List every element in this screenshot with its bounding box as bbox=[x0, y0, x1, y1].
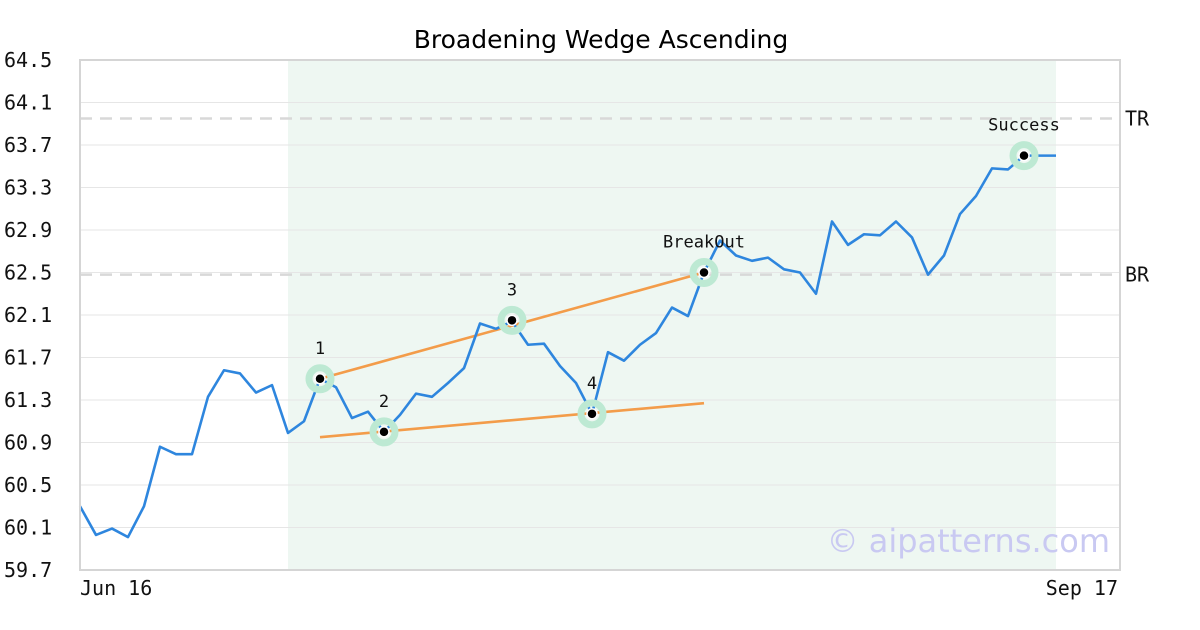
y-tick-label: 63.7 bbox=[4, 133, 52, 157]
plot-frame bbox=[79, 59, 1121, 571]
x-tick-end: Sep 17 bbox=[1046, 576, 1118, 600]
y-tick-label: 60.1 bbox=[4, 516, 52, 540]
y-tick-label: 64.5 bbox=[4, 48, 52, 72]
y-axis-ticks: 64.5 64.1 63.7 63.3 62.9 62.5 62.1 61.7 61.3 60.9… bbox=[4, 48, 52, 582]
level-lines: TR BR bbox=[80, 106, 1150, 287]
y-tick-label: 60.5 bbox=[4, 473, 52, 497]
point-halo bbox=[369, 417, 399, 447]
point-marker bbox=[378, 426, 390, 438]
y-tick-label: 62.9 bbox=[4, 218, 52, 242]
pattern-points: 1 2 3 4 BreakOut Success bbox=[305, 116, 1060, 447]
price-series-line bbox=[78, 154, 1056, 539]
y-tick-label: 61.3 bbox=[4, 388, 52, 412]
point-marker bbox=[506, 314, 518, 327]
point-marker bbox=[1018, 149, 1030, 162]
point-halo bbox=[497, 305, 527, 335]
y-tick-label: 63.3 bbox=[4, 176, 52, 200]
x-tick-start: Jun 16 bbox=[80, 576, 152, 600]
y-tick-label: 59.7 bbox=[4, 558, 52, 582]
point-halo bbox=[577, 399, 607, 429]
point-label: BreakOut bbox=[663, 233, 745, 253]
point-halo bbox=[689, 258, 719, 287]
y-tick-label: 61.7 bbox=[4, 346, 52, 370]
y-tick-label: 62.1 bbox=[4, 303, 52, 327]
point-marker bbox=[314, 373, 326, 385]
level-label: BR bbox=[1125, 263, 1150, 287]
point-halo bbox=[305, 364, 335, 394]
point-label: 2 bbox=[379, 392, 389, 412]
point-label: 4 bbox=[587, 374, 597, 394]
point-halo bbox=[1009, 141, 1039, 171]
watermark: © aipatterns.com bbox=[827, 522, 1110, 560]
point-marker bbox=[698, 266, 710, 279]
chart-title: Broadening Wedge Ascending bbox=[414, 25, 789, 54]
y-tick-label: 62.5 bbox=[4, 261, 52, 285]
grid bbox=[80, 102, 1120, 528]
level-label: TR bbox=[1125, 106, 1150, 130]
y-tick-label: 64.1 bbox=[4, 91, 52, 115]
y-tick-label: 60.9 bbox=[4, 431, 52, 455]
point-marker bbox=[586, 408, 598, 420]
point-label: Success bbox=[988, 116, 1060, 136]
point-label: 3 bbox=[507, 280, 517, 300]
point-label: 1 bbox=[315, 339, 325, 359]
